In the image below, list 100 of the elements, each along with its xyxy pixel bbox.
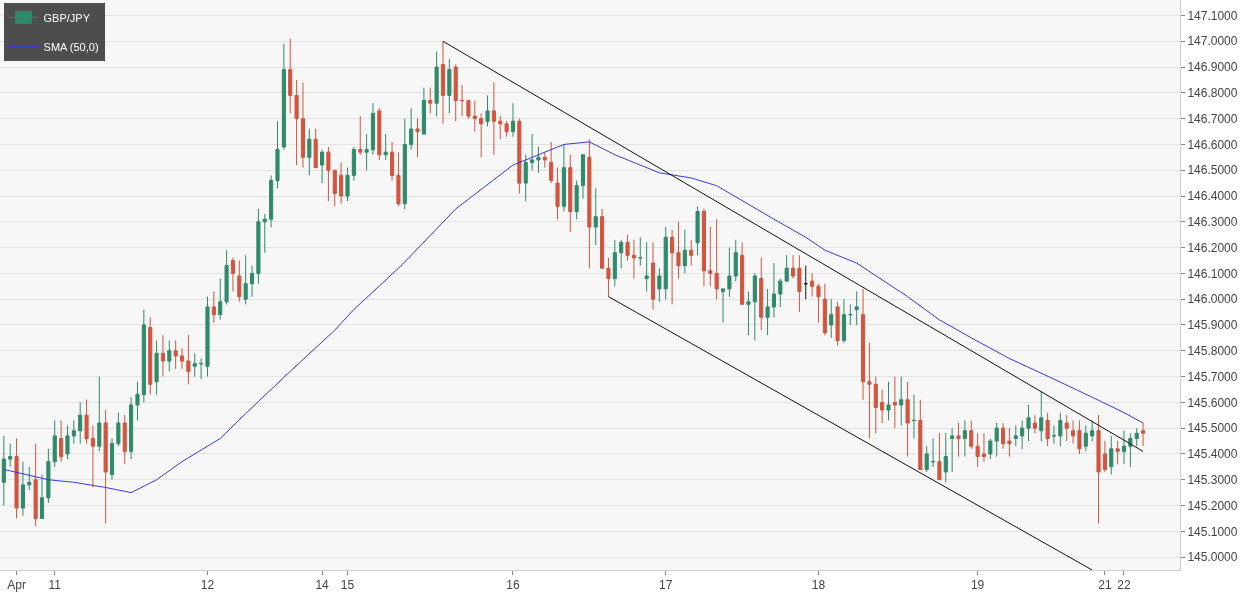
candlestick: [84, 399, 89, 445]
candlestick: [612, 239, 617, 287]
candlestick: [1045, 412, 1050, 447]
candlestick: [1096, 414, 1101, 525]
candlestick: [797, 254, 802, 313]
candlestick: [129, 396, 134, 460]
candlestick: [491, 82, 496, 156]
x-tick-label: 18: [811, 578, 826, 593]
candlestick: [249, 265, 255, 298]
candlestick: [810, 272, 815, 298]
candlestick: [345, 167, 350, 202]
candlestick: [536, 146, 541, 174]
candlestick: [447, 58, 452, 114]
candlestick: [880, 388, 885, 424]
candlestick: [1058, 412, 1063, 447]
candlestick: [288, 38, 293, 114]
candlestick: [759, 257, 764, 331]
candlestick: [167, 339, 172, 372]
line-series: [3, 141, 1144, 494]
candlestick: [574, 180, 579, 220]
candlestick: [218, 278, 223, 321]
candlestick: [390, 141, 395, 182]
y-tick-label: 146.5000: [1187, 163, 1238, 178]
candlestick: [269, 174, 274, 228]
candlestick: [256, 208, 261, 285]
y-tick-label: 145.3000: [1187, 472, 1238, 487]
candlestick: [1083, 425, 1088, 452]
candlestick: [720, 288, 726, 323]
x-tick-label: 11: [48, 578, 62, 593]
candlestick: [434, 51, 439, 117]
candlestick: [351, 146, 356, 182]
candlestick: [701, 208, 706, 287]
candlestick: [243, 254, 248, 305]
candlestick: [905, 381, 910, 458]
candlestick: [14, 437, 19, 519]
candlestick: [65, 425, 70, 460]
candlestick: [606, 257, 611, 298]
candlestick: [841, 298, 847, 344]
candlestick: [377, 107, 382, 161]
candlestick: [1121, 430, 1127, 465]
y-tick-label: 146.1000: [1187, 266, 1238, 281]
x-tick-label: 21: [1098, 578, 1112, 593]
candlestick: [1001, 422, 1006, 450]
candlestick: [822, 283, 827, 336]
candlestick: [1, 435, 6, 507]
candlestick: [580, 154, 586, 200]
candlestick: [205, 296, 210, 378]
candlestick: [695, 205, 700, 256]
y-tick-label: 146.8000: [1187, 86, 1238, 101]
y-tick-label: 145.4000: [1187, 447, 1238, 462]
candlestick: [638, 236, 643, 267]
candlestick: [587, 138, 592, 269]
candlestick: [466, 100, 471, 120]
candlestick: [860, 288, 866, 401]
candlestick: [1071, 419, 1076, 445]
candlestick: [619, 239, 624, 269]
candlestick: [33, 443, 38, 527]
x-tick-label: 17: [659, 578, 673, 593]
candlestick: [790, 254, 796, 280]
candlestick: [1109, 435, 1114, 476]
candlestick: [561, 143, 566, 212]
candlestick: [186, 334, 191, 385]
x-tick-label: 19: [970, 578, 985, 593]
y-tick-label: 146.0000: [1187, 292, 1238, 307]
y-tick-label: 146.3000: [1187, 215, 1238, 230]
candlestick: [765, 288, 770, 336]
candlestick: [816, 283, 821, 323]
y-tick-label: 145.6000: [1187, 395, 1238, 410]
candlestick: [179, 347, 185, 370]
candlestick: [485, 94, 490, 127]
candlestick: [472, 100, 477, 133]
x-tick-label: Apr: [7, 578, 26, 593]
candlestick: [421, 87, 426, 135]
candlestick: [930, 437, 936, 468]
candlestick: [148, 316, 153, 396]
candlestick: [746, 290, 751, 336]
candlestick: [950, 427, 955, 473]
candlestick: [600, 208, 605, 269]
candlestick: [1115, 440, 1120, 465]
candlestick: [1039, 391, 1044, 442]
candlestick: [1090, 419, 1095, 442]
candlestick: [873, 376, 878, 434]
candlestick: [593, 187, 598, 246]
candlestick: [173, 339, 178, 370]
candlestick: [1134, 427, 1139, 447]
y-tick-label: 147.0000: [1187, 34, 1238, 49]
candlestick: [1128, 432, 1133, 468]
candlestick: [39, 474, 45, 519]
candlestick: [676, 221, 681, 280]
candlestick: [402, 118, 407, 210]
candlestick: [52, 419, 57, 468]
y-tick-label: 147.1000: [1187, 8, 1238, 23]
candlestick: [752, 272, 757, 341]
candlestick: [1013, 425, 1018, 447]
candlestick: [549, 141, 554, 184]
candlestick: [975, 432, 980, 468]
y-tick-label: 146.2000: [1187, 240, 1238, 255]
candlestick: [835, 301, 840, 347]
candlestick: [867, 342, 872, 439]
candlestick: [230, 257, 235, 292]
